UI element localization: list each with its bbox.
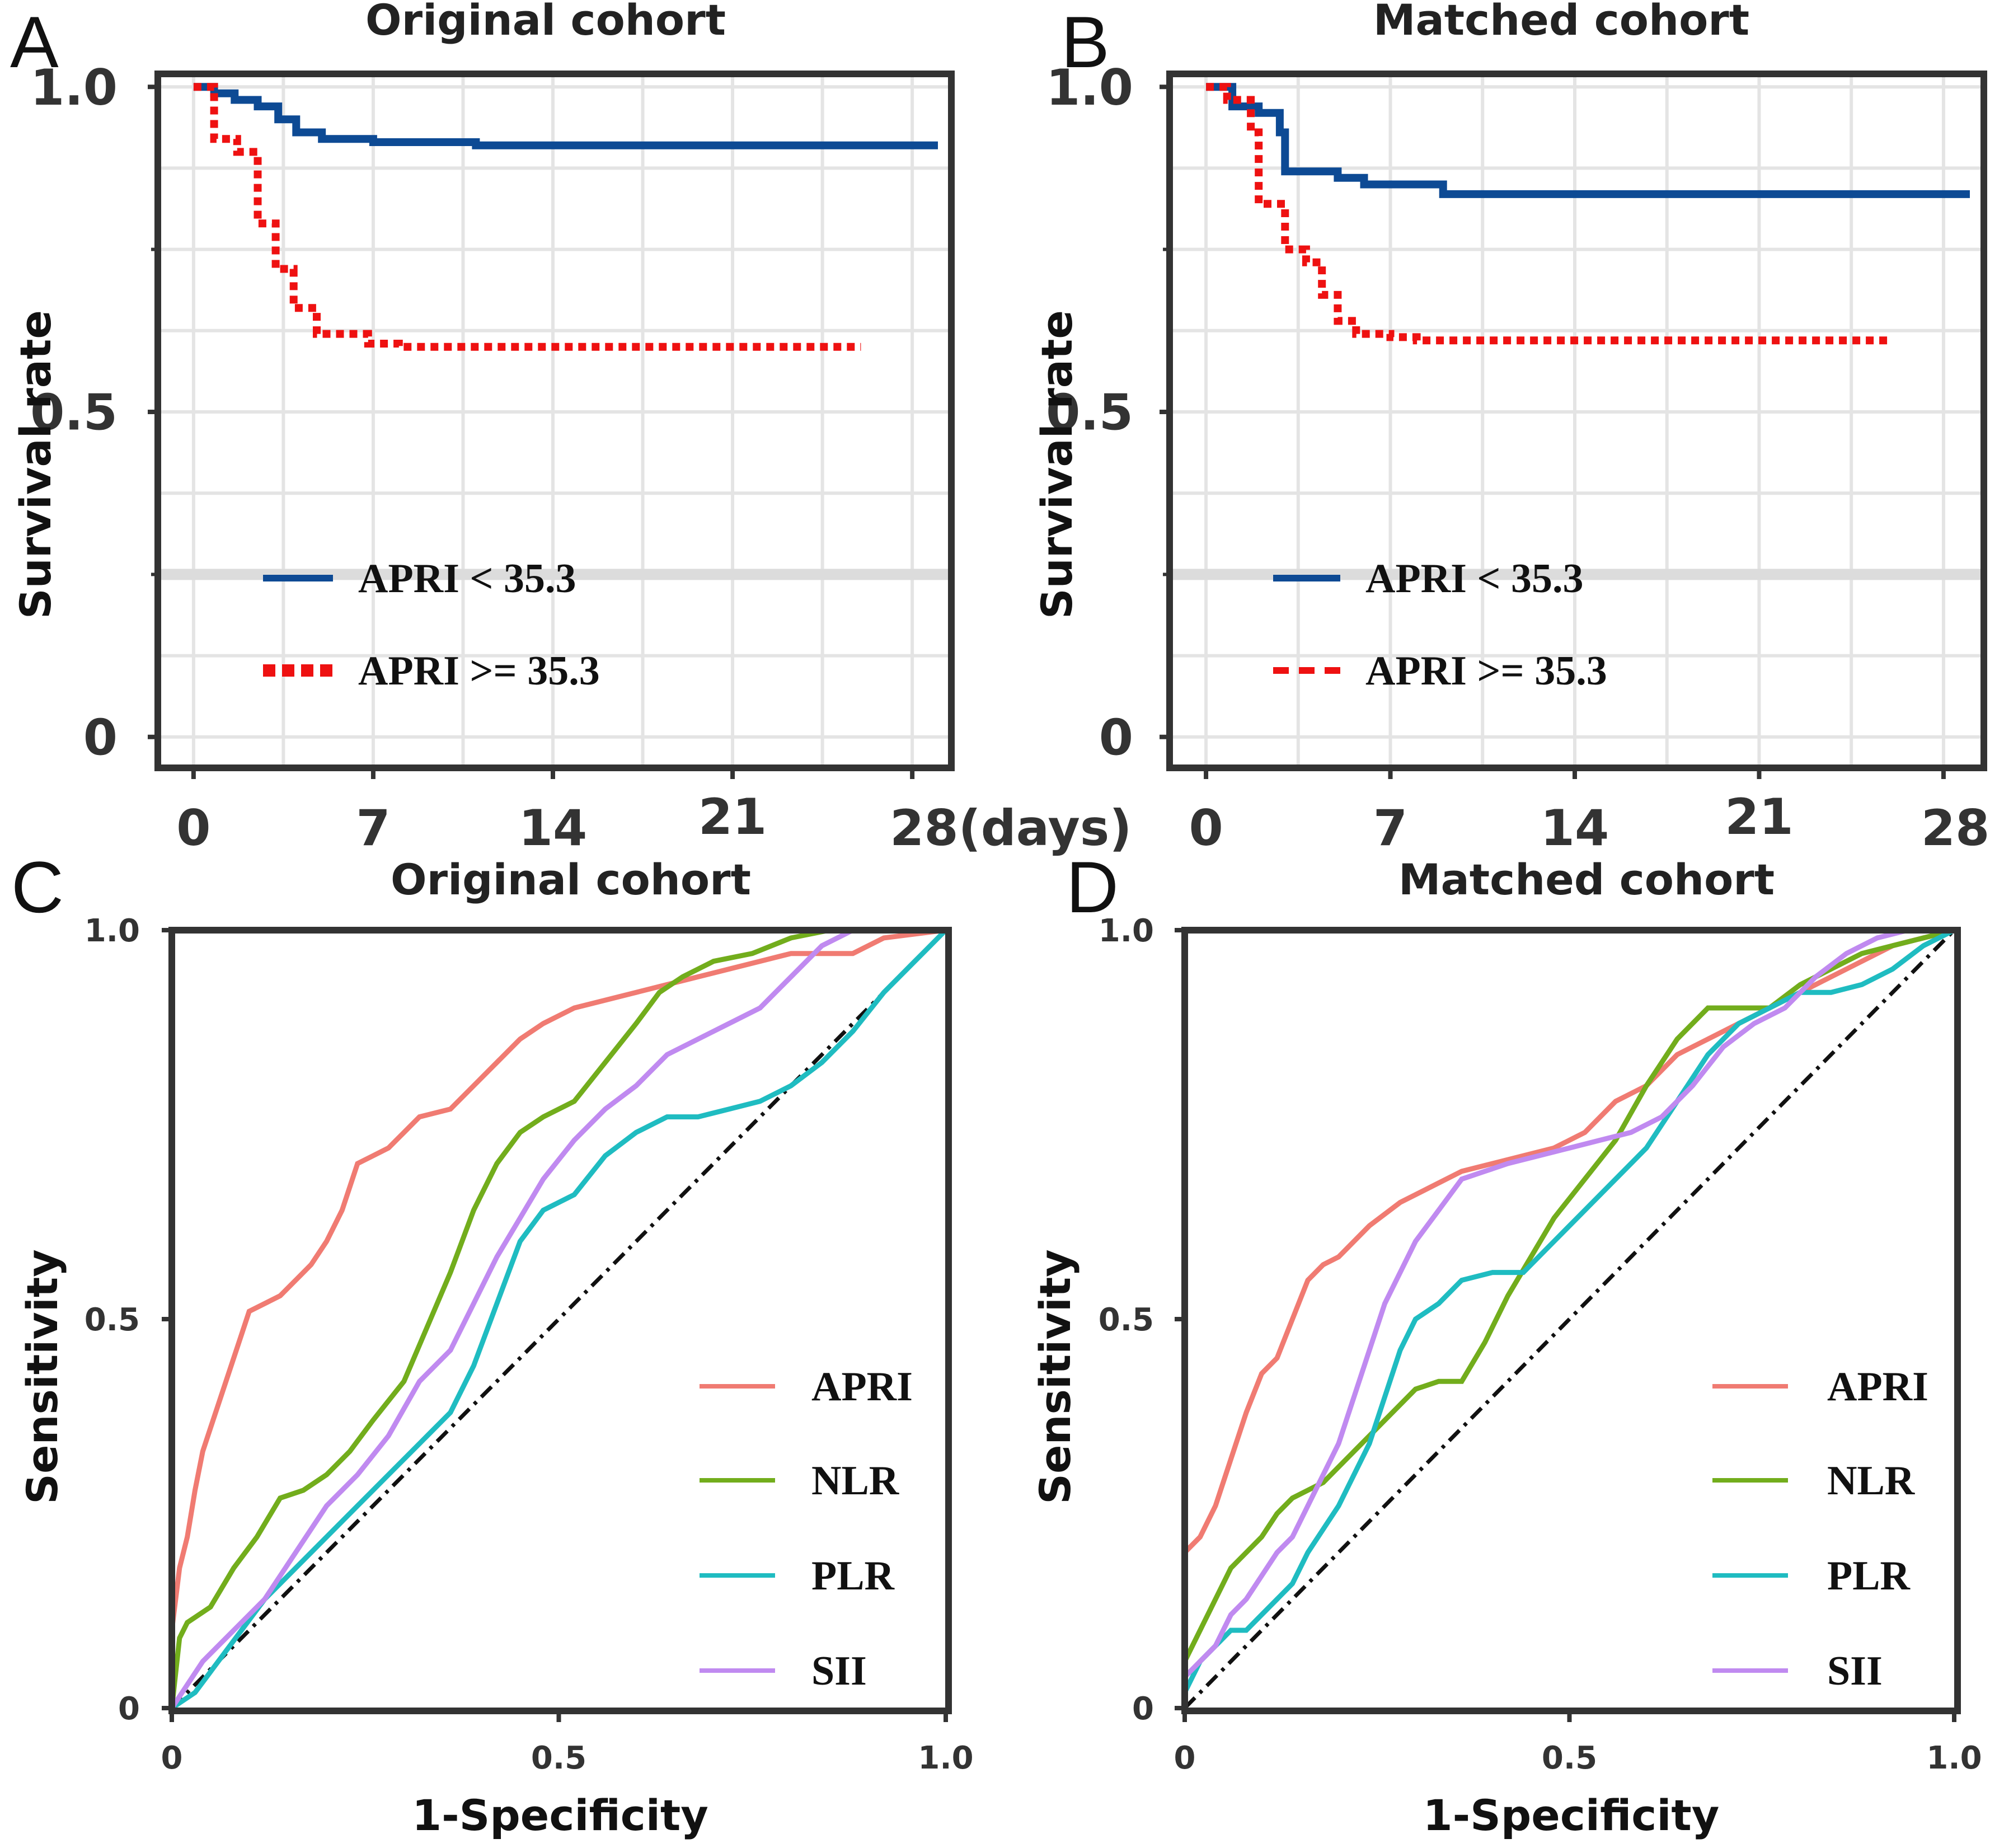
x-tick-label: 1.0 [1926,1740,1982,1776]
chart-title: Original cohort [365,0,726,45]
panel-letter: A [10,1,59,83]
gridlines [158,74,951,768]
series-line-sii [170,927,946,1710]
y-axis-label: Survival rate [11,310,60,619]
legend-label: APRI >= 35.3 [1365,648,1607,694]
y-tick-label: 0 [118,1691,140,1727]
legend: APRI NLR PLR SII [700,1364,913,1694]
legend: APRI < 35.3 APRI >= 35.3 [263,556,600,694]
x-tick-label: 0 [176,799,210,857]
plot-frame [154,71,955,771]
y-tick-label: 1.0 [1099,913,1154,949]
y-axis-label: Survival rate [1032,310,1082,619]
y-tick-label: 0.5 [1046,384,1133,442]
y-tick-label: 1.0 [85,913,140,949]
x-tick-label: 0.5 [1542,1740,1597,1776]
plot-frame [1181,927,1961,1714]
series-line-sii [1182,927,1954,1679]
panel-d: D Matched cohort 0 0.5 1.0 0 0.5 1.0 Sensitivity… [1030,846,1982,1840]
legend: APRI NLR PLR SII [1712,1364,1928,1694]
series-line-apri-35-3 [193,83,861,351]
series-line-nlr [1182,927,1955,1663]
chart-title: Original cohort [391,855,751,904]
y-tick-label: 0 [83,709,118,766]
legend-label: NLR [811,1458,900,1504]
reference-diagonal [170,928,947,1710]
legend-label: APRI < 35.3 [1365,556,1584,602]
legend: APRI < 35.3 APRI >= 35.3 [1273,556,1607,694]
series-line-apri [169,927,946,1708]
chart-title: Matched cohort [1398,855,1775,904]
series-line-apri-35-3 [1206,83,1891,345]
panel-letter: B [1061,1,1110,83]
y-tick-label: 0 [1099,709,1133,766]
y-tick-label: 0 [1132,1691,1154,1727]
legend-label: SII [1827,1648,1883,1694]
series-line-plr [170,928,948,1710]
x-tick-label: 28(days) [890,799,1132,857]
legend-label: APRI [1827,1364,1928,1410]
x-tick-label: 21 [1725,788,1793,846]
series-line-plr [1182,927,1956,1694]
legend-label: APRI >= 35.3 [358,648,600,694]
x-tick-label: 14 [1541,799,1609,857]
y-tick-label: 1.0 [1046,59,1133,116]
y-axis-label: Sensitivity [1030,1249,1080,1504]
y-tick-label: 0.5 [1099,1302,1154,1338]
x-tick-label: 21 [698,788,767,846]
series-line-apri-35-3 [193,83,938,149]
legend-label: APRI [811,1364,913,1410]
plot-frame [1166,71,1987,771]
legend-label: PLR [811,1553,895,1599]
legend-label: PLR [1827,1553,1911,1599]
x-tick-label: 0 [1174,1740,1196,1776]
panel-letter: C [11,846,64,928]
x-tick-label: 1.0 [918,1740,973,1776]
y-tick-label: 0.5 [85,1302,140,1338]
x-tick-label: 0 [161,1740,183,1776]
x-tick-label: 7 [356,799,390,857]
y-tick-label: 0.5 [30,384,118,442]
legend-label: SII [811,1648,867,1694]
x-axis-label: 1-Specificity [1423,1790,1720,1840]
panel-c: C Original cohort 0 0.5 1.0 0 0.5 1.0 Sensitivit… [11,846,974,1840]
series-line-apri-35-3 [1206,83,1970,198]
y-tick-label: 1.0 [30,59,118,116]
x-tick-label: 7 [1373,799,1407,857]
panel-b: B Matched cohort 0 0.5 1.0 0 7 14 21 28(days) Surv… [1032,0,1990,857]
x-tick-label: 0.5 [531,1740,586,1776]
legend-label: NLR [1827,1458,1916,1504]
y-axis-label: Sensitivity [17,1249,67,1504]
panel-a: A Original cohort 0 0.5 1.0 0 7 14 21 28(days) Sur… [10,0,1132,857]
x-axis-label: 1-Specificity [412,1790,708,1840]
panel-letter: D [1066,846,1119,928]
x-tick-label: 0 [1189,799,1223,857]
plot-frame [168,927,952,1714]
series-line-nlr [169,927,946,1709]
x-tick-label: 28(days) [1921,799,1990,857]
x-tick-label: 14 [519,799,587,857]
chart-title: Matched cohort [1373,0,1749,45]
reference-diagonal [1183,928,1956,1710]
legend-label: APRI < 35.3 [358,556,576,602]
